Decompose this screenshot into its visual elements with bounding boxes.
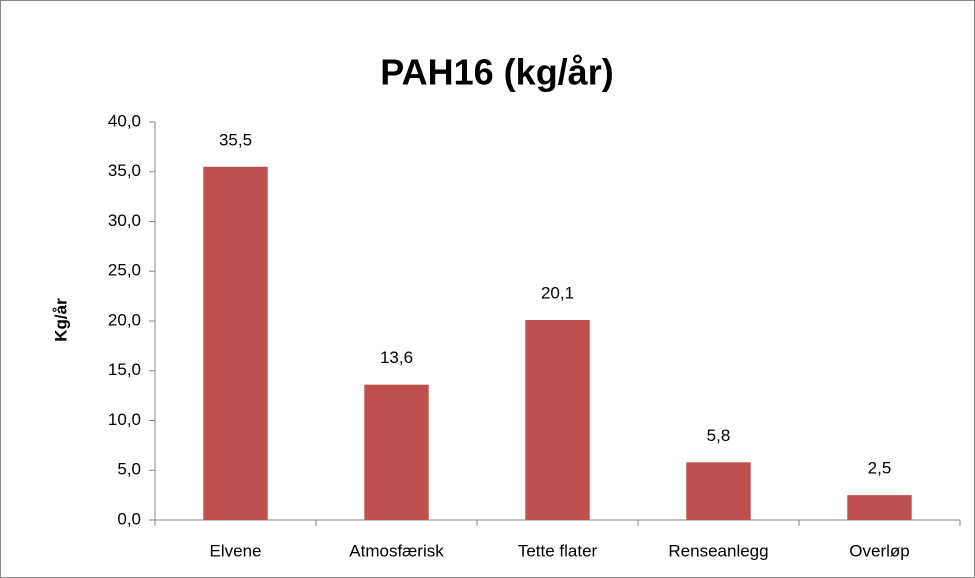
y-tick-label: 40,0 [108,111,141,130]
y-tick-label: 25,0 [108,261,141,280]
y-axis-label: Kg/år [51,298,70,342]
x-tick-label: Overløp [849,541,909,560]
bar [525,320,590,520]
y-tick-label: 35,0 [108,161,141,180]
y-tick-label: 5,0 [117,460,141,479]
y-tick-label: 30,0 [108,211,141,230]
data-label: 5,8 [707,426,731,445]
x-tick-label: Tette flater [518,541,598,560]
bar [847,495,912,520]
x-tick-label: Elvene [210,541,262,560]
data-label: 35,5 [219,130,252,149]
x-tick-label: Renseanlegg [668,541,768,560]
y-tick-label: 0,0 [117,509,141,528]
bar [686,462,751,520]
bar [364,384,429,520]
data-label: 20,1 [541,283,574,302]
y-tick-label: 15,0 [108,360,141,379]
chart-title: PAH16 (kg/år) [380,52,613,93]
bar [203,166,268,520]
data-label: 13,6 [380,348,413,367]
x-tick-label: Atmosfærisk [349,541,444,560]
data-label: 2,5 [868,459,892,478]
y-tick-label: 10,0 [108,410,141,429]
y-tick-label: 20,0 [108,310,141,329]
